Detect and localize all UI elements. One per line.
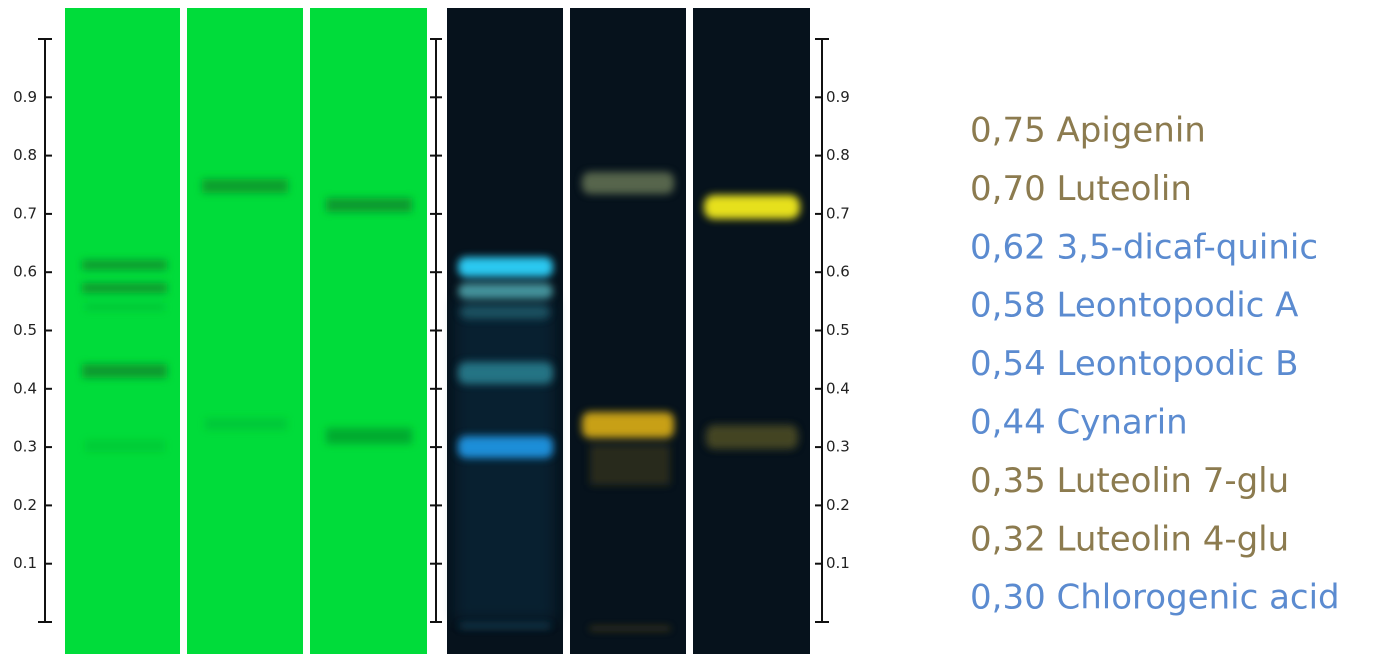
tick-label: 0.8 <box>13 146 37 164</box>
legend-item: 0,35 Luteolin 7-glu <box>970 461 1289 501</box>
uv-plate <box>447 8 810 654</box>
tick-label: 0.3 <box>826 438 850 456</box>
legend-item: 0,75 Apigenin <box>970 111 1206 151</box>
tick-label: 0.3 <box>13 438 37 456</box>
tick-label: 0.5 <box>826 321 850 339</box>
tick-label: 0.5 <box>13 321 37 339</box>
legend-item: 0,32 Luteolin 4-glu <box>970 519 1289 559</box>
tick-label: 0.6 <box>13 263 37 281</box>
legend-item: 0,30 Chlorogenic acid <box>970 578 1340 618</box>
legend-item: 0,54 Leontopodic B <box>970 344 1299 384</box>
tick-label: 0.7 <box>13 204 37 222</box>
tick-label: 0.9 <box>826 88 850 106</box>
green-plate <box>65 8 427 654</box>
legend-item: 0,62 3,5-dicaf-quinic <box>970 227 1318 267</box>
tick-label: 0.9 <box>13 88 37 106</box>
tick-label: 0.8 <box>826 146 850 164</box>
tick-label: 0.2 <box>826 496 850 514</box>
tick-label: 0.4 <box>13 379 37 397</box>
tick-label: 0.4 <box>826 379 850 397</box>
tick-label: 0.1 <box>826 554 850 572</box>
tick-label: 0.2 <box>13 496 37 514</box>
tick-label: 0.6 <box>826 263 850 281</box>
tick-label: 0.1 <box>13 554 37 572</box>
legend-item: 0,70 Luteolin <box>970 169 1192 209</box>
legend-item: 0,58 Leontopodic A <box>970 286 1298 326</box>
tick-label: 0.7 <box>826 204 850 222</box>
legend-item: 0,44 Cynarin <box>970 403 1188 443</box>
tlc-figure: 0.9 0.8 0.7 0.6 0.5 0.4 0.3 0.2 0.1 0.9 0.8 0.7 0.6 0… <box>0 0 1397 654</box>
